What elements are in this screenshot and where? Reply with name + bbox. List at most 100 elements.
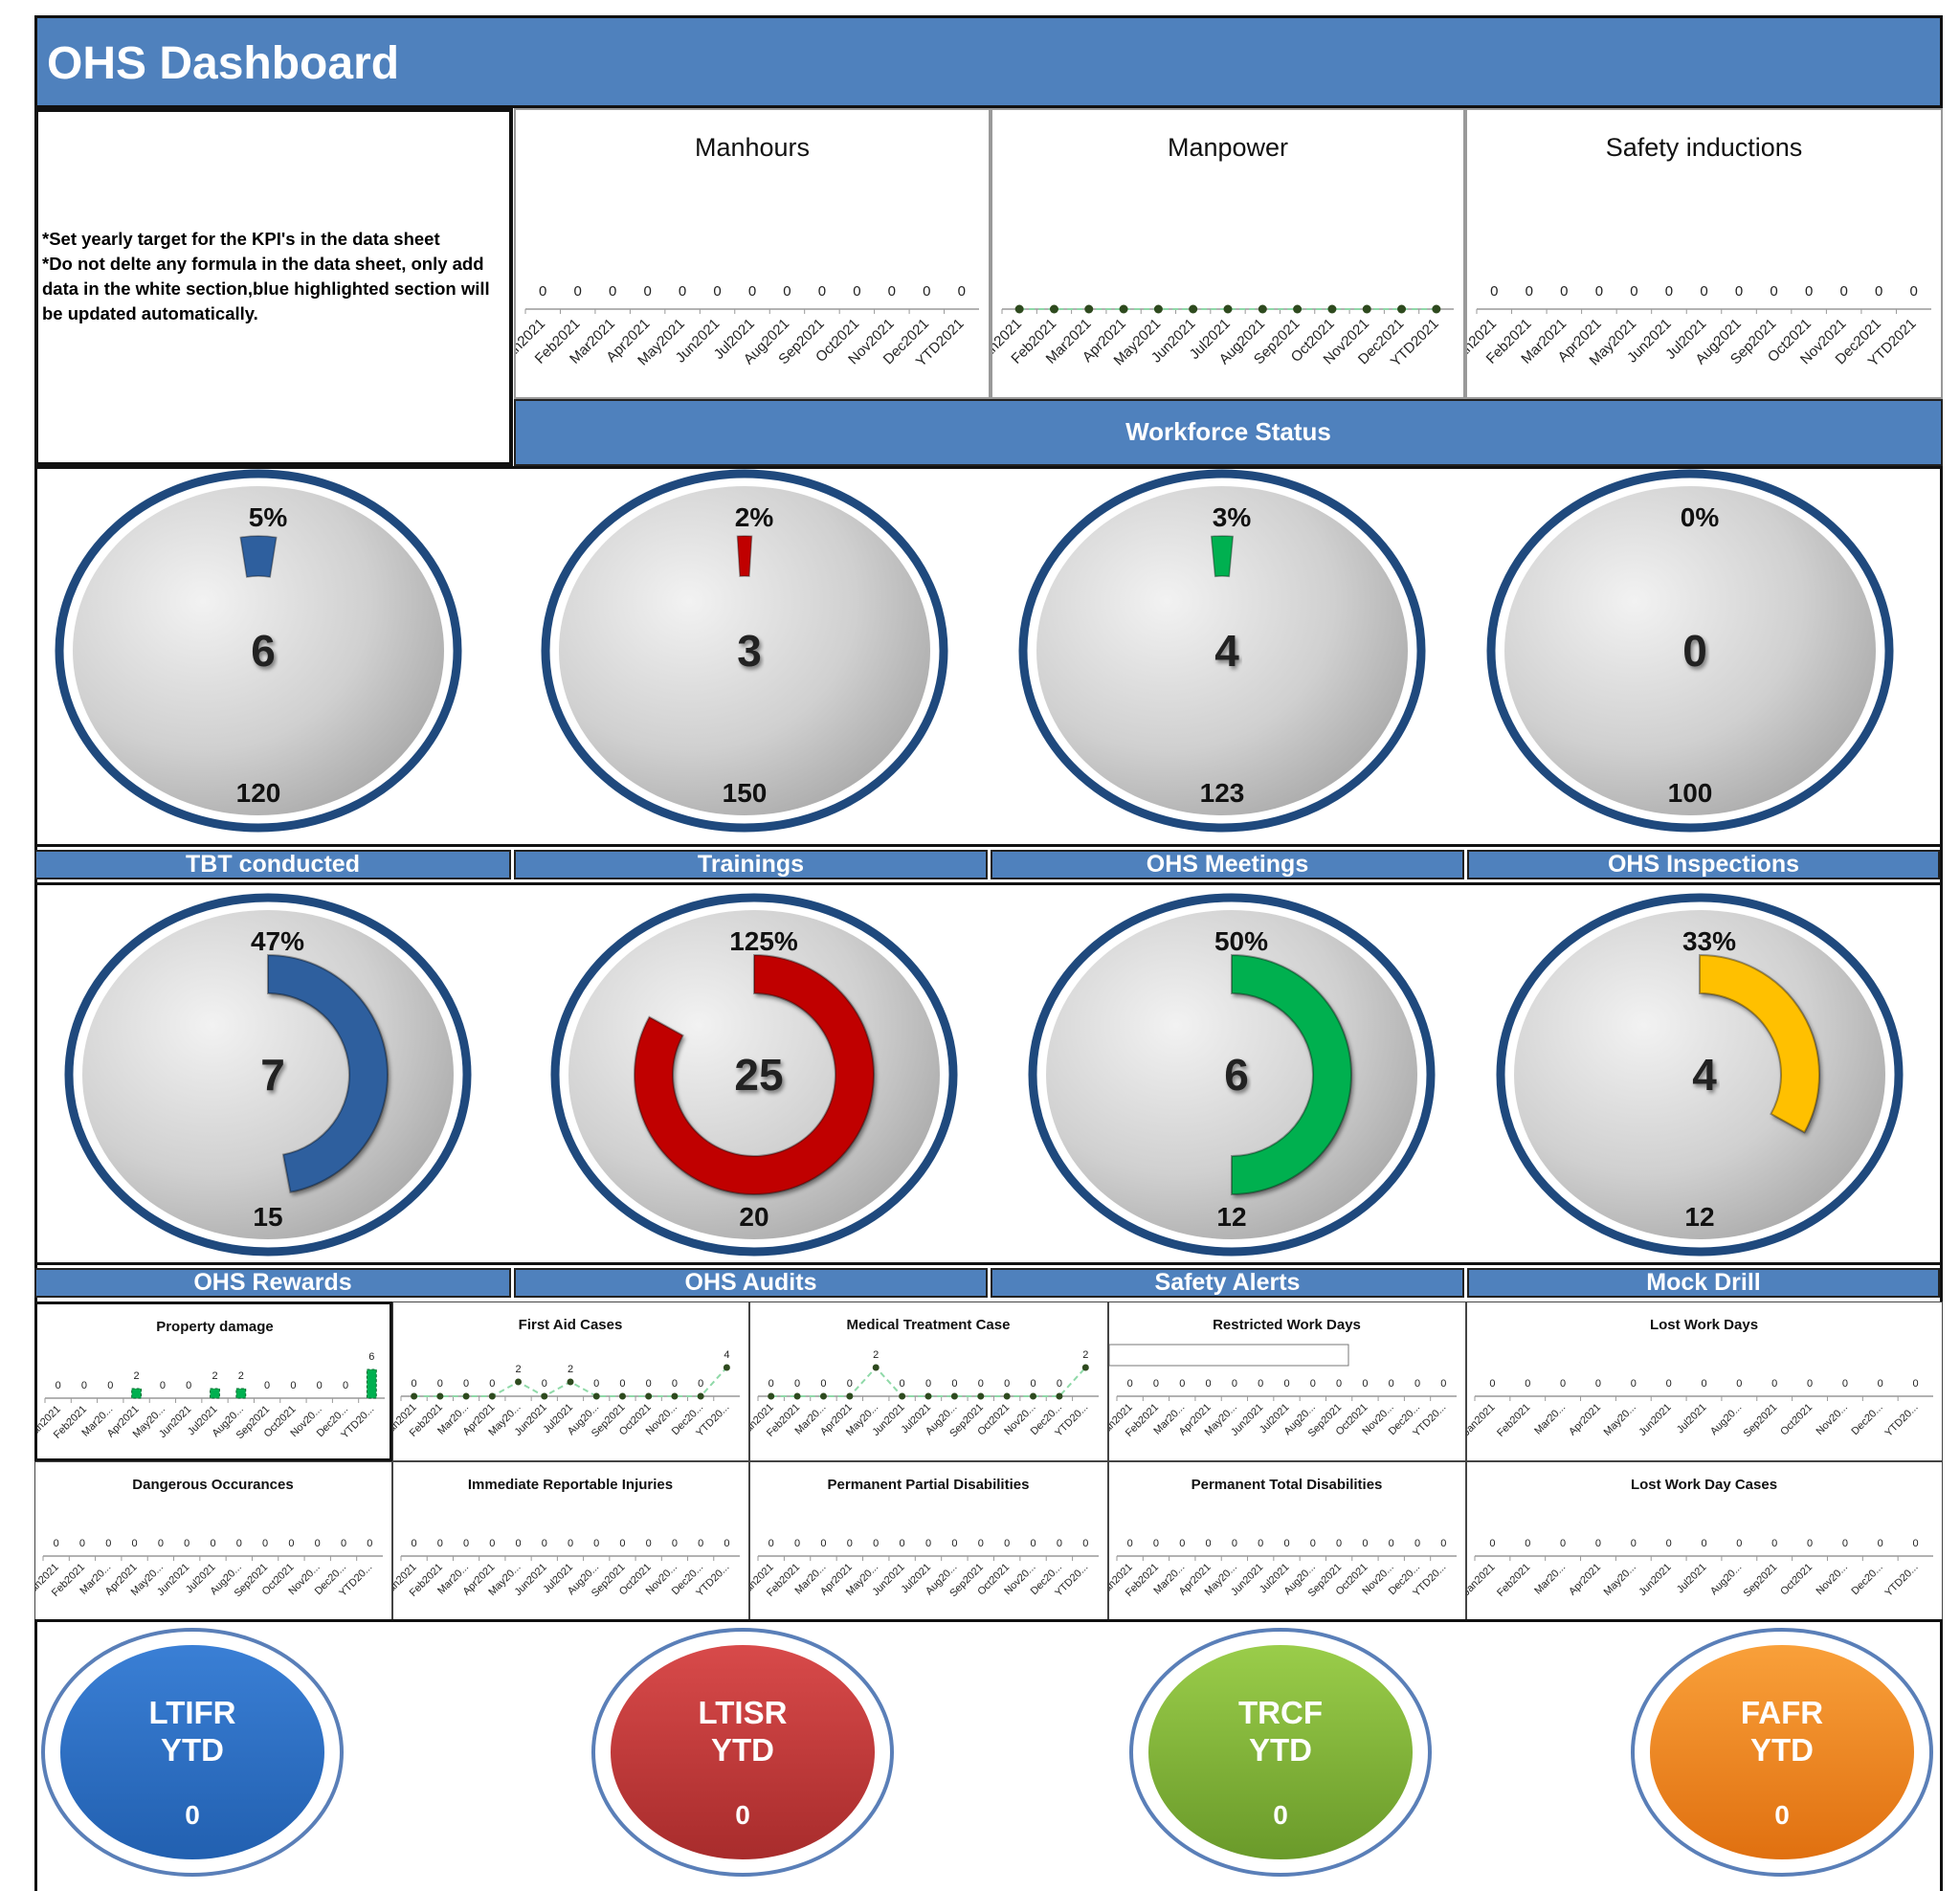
data-label: 0 [853,283,860,300]
data-label: 0 [1631,1378,1637,1390]
data-point [697,1392,704,1400]
data-point [846,1392,854,1400]
chart-svg: Dangerous OccurancesJan20210Feb20210Mar2… [24,1477,383,1599]
x-tick-label: YTD20... [1883,1562,1921,1599]
data-label: 0 [343,1380,348,1391]
x-tick-label: Aug20... [1708,1562,1744,1597]
chart-permanent-total-disabilities: Permanent Total Disabilities Jan2021 0 Feb2… [1098,1461,1466,1621]
gauge-value: 6 [1224,1050,1249,1100]
data-label: 0 [107,1380,113,1391]
data-label: 0 [1232,1538,1237,1549]
data-label: 0 [56,1380,61,1391]
gauge-value: 4 [1692,1050,1717,1100]
data-label: 0 [951,1378,957,1390]
x-tick-label: Jun2021 [1637,1562,1673,1598]
gauge-wedge [1210,535,1235,578]
chart-title: Permanent Total Disabilities [1192,1477,1383,1493]
data-label: 0 [1283,1378,1289,1390]
chart-svg: Permanent Total DisabilitiesJan20210Feb2… [1098,1477,1457,1599]
header-bar: OHS Dashboard [34,15,1943,108]
chart-svg: Permanent Partial DisabilitiesJan20210Fe… [739,1477,1099,1599]
data-label: 0 [1232,1378,1237,1390]
gauge-3: 3% 4 123 [1018,469,1426,833]
x-tick-label: Oct2021 [1778,1562,1815,1598]
x-tick-label: Nov20... [1815,1402,1850,1437]
chart-title: Lost Work Day Cases [1631,1477,1777,1493]
data-label: 0 [1910,283,1918,300]
data-label: 0 [574,283,582,300]
chart-title: Manhours [695,133,810,162]
data-label: 0 [900,1378,905,1390]
data-label: 0 [158,1538,164,1549]
data-point [899,1392,906,1400]
section-label: Safety Alerts [991,1268,1464,1298]
data-label: 0 [768,1378,774,1390]
data-label: 0 [1735,283,1743,300]
x-tick-label: May20... [1602,1562,1638,1598]
data-point [1362,304,1371,314]
kpi-name: TRCF [1238,1695,1323,1730]
chart-safety-inductions: Safety inductions Jan2021 0 Feb2021 0 Mar2021… [1449,108,1943,399]
data-point [1119,304,1128,314]
section-label: OHS Inspections [1467,850,1940,879]
gauge-face [1046,910,1417,1239]
data-label: 0 [1913,1378,1919,1390]
gauge-arc [634,953,875,1195]
data-label: 0 [210,1538,215,1549]
gauge-face [1514,910,1885,1239]
x-tick-label: Jan2021 [1467,1402,1498,1438]
gauge-4: 33% 4 12 [1496,893,1904,1257]
data-point [1084,304,1094,314]
gauge-target: 100 [1668,778,1713,808]
chart-svg: Property damageJan20210Feb20210Mar20...0… [26,1319,385,1441]
data-label: 0 [412,1378,417,1390]
kpi-name: FAFR [1741,1695,1823,1730]
data-label: 0 [1336,1378,1342,1390]
section-label: Mock Drill [1467,1268,1940,1298]
gauge-target: 20 [739,1202,768,1232]
data-label: 0 [1414,1378,1420,1390]
data-label: 4 [724,1349,729,1361]
x-tick-label: Feb2021 [1495,1402,1532,1439]
data-label: 0 [1595,283,1603,300]
data-label: 0 [539,283,546,300]
data-label: 0 [1336,1538,1342,1549]
gauge-arc [267,953,389,1193]
data-label: 0 [1630,283,1637,300]
data-label: 0 [643,283,651,300]
data-label: 0 [748,283,756,300]
data-label: 0 [1875,283,1882,300]
data-label: 0 [463,1538,469,1549]
gauge-1: 5% 6 120 [55,469,462,833]
data-label: 0 [1736,1378,1742,1390]
gauge-face [1504,486,1876,815]
gauge-face [559,486,930,815]
kpi-value: 0 [735,1800,750,1830]
data-label: 0 [412,1538,417,1549]
data-label: 0 [317,1380,323,1391]
x-tick-label: Jul2021 [1675,1402,1709,1436]
data-label: 0 [847,1538,853,1549]
kpi-value: 0 [1273,1800,1288,1830]
gauge-percent: 2% [735,502,774,532]
chart-title: Restricted Work Days [1213,1317,1361,1333]
note-line-2: *Do not delte any formula in the data sh… [42,254,490,323]
data-label: 0 [1004,1538,1010,1549]
chart-title: Property damage [156,1319,274,1335]
x-tick-label: Feb2021 [1495,1562,1532,1599]
data-label: 0 [1057,1378,1062,1390]
gauge-percent: 5% [249,502,288,532]
data-label: 0 [160,1380,166,1391]
data-point [567,1378,574,1386]
data-point [950,1392,958,1400]
chart-restricted-work-days: Restricted Work Days Jan2021 0 Feb2021 0 Mar2… [1098,1301,1466,1461]
data-label: 0 [1878,1378,1883,1390]
data-label: 2 [134,1370,140,1382]
chart-svg: Lost Work DaysJan20210Feb20210Mar20...0A… [1460,1317,1933,1439]
data-label: 0 [1127,1378,1133,1390]
chart-title: Medical Treatment Case [847,1317,1011,1333]
x-tick-label: Mar20... [1532,1402,1568,1437]
data-point [1223,304,1233,314]
data-label: 0 [1310,1538,1316,1549]
